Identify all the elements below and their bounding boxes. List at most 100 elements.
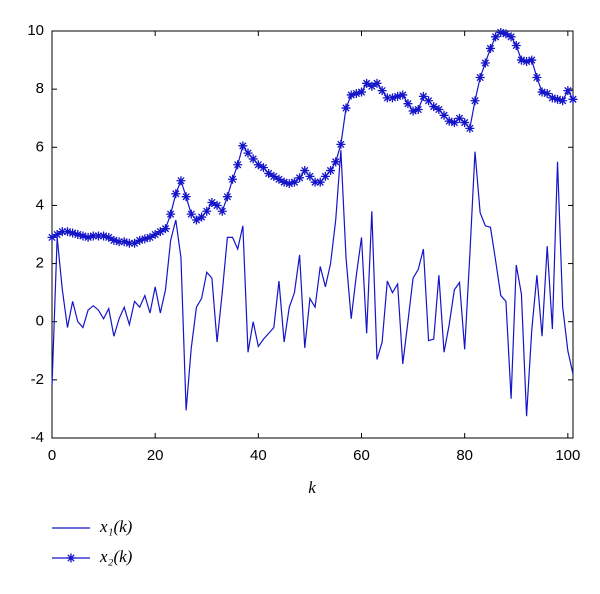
star-marker [243,148,253,158]
star-marker [253,160,263,170]
star-marker [57,227,67,237]
star-marker [372,78,382,88]
star-marker [176,176,186,186]
star-marker [408,106,418,116]
star-marker [398,90,408,100]
star-marker [480,58,490,68]
star-marker [279,177,289,187]
star-marker [191,215,201,225]
star-marker [310,177,320,187]
star-marker [119,237,129,247]
star-marker [150,230,160,239]
star-marker [393,91,403,101]
star-marker [506,32,516,42]
star-marker [563,86,573,96]
star-marker [460,118,470,128]
star-marker [326,166,336,176]
star-marker [496,27,506,37]
star-marker [300,166,310,176]
star-marker [212,200,222,210]
star-marker [124,238,134,248]
series-line [51,31,574,244]
star-marker [491,32,501,42]
star-marker [553,94,563,104]
star-marker [367,81,377,91]
star-marker [140,234,150,244]
star-marker [424,96,434,106]
star-marker [228,174,238,184]
star-marker [470,96,480,106]
star-marker [444,116,454,126]
series-line [51,150,574,417]
star-marker [78,231,88,241]
legend-marker [66,553,76,563]
star-marker [238,141,248,151]
star-marker [130,238,140,248]
star-marker [197,212,207,222]
x-tick-label: 60 [353,447,370,464]
star-marker [295,173,305,183]
star-marker [181,192,191,202]
star-marker [258,163,268,173]
star-marker [387,93,397,103]
star-marker [357,87,367,97]
star-marker [222,192,232,202]
star-marker [320,171,330,181]
star-marker [542,89,552,99]
star-marker [62,227,72,237]
star-marker [547,93,557,103]
star-marker [315,177,325,187]
y-tick-label: -4 [31,429,44,446]
star-marker [274,174,284,184]
star-marker [351,89,361,99]
star-marker [88,231,98,241]
star-marker [99,231,109,241]
star-marker [289,177,299,187]
star-marker [109,235,119,245]
star-marker [269,171,279,181]
y-tick-label: 6 [36,138,44,155]
star-marker [83,232,93,242]
star-marker [73,230,83,239]
legend-label: x₂(k) [99,547,133,566]
x-axis-label: k [308,478,316,497]
star-marker [336,139,346,149]
star-marker [449,118,459,128]
star-marker [413,104,423,114]
y-tick-label: 4 [36,196,44,213]
star-marker [455,113,465,123]
star-marker [284,179,294,189]
x-tick-label: 100 [555,447,580,464]
star-marker [166,209,176,219]
star-marker [434,104,444,114]
star-marker [475,73,485,83]
y-tick-label: 2 [36,255,44,272]
star-marker [47,232,57,242]
x-tick-label: 20 [147,447,164,464]
star-marker [418,91,428,101]
y-tick-label: -2 [31,371,44,388]
star-marker [429,102,439,112]
star-marker [537,87,547,97]
star-marker [93,231,103,241]
star-marker [186,209,196,219]
star-marker [248,154,258,164]
star-marker [439,110,449,120]
y-tick-label: 8 [36,80,44,97]
star-marker [264,168,274,178]
star-marker [68,228,78,238]
star-marker [516,55,526,65]
star-marker [382,93,392,103]
y-tick-label: 0 [36,313,44,330]
star-marker [104,232,114,242]
x-tick-label: 0 [48,447,56,464]
star-marker [341,103,351,113]
star-marker [465,123,475,133]
star-marker [160,224,170,234]
star-marker [207,198,217,208]
star-marker [155,227,165,237]
y-tick-label: 10 [27,22,44,39]
star-marker [233,160,243,170]
star-marker [568,94,578,104]
